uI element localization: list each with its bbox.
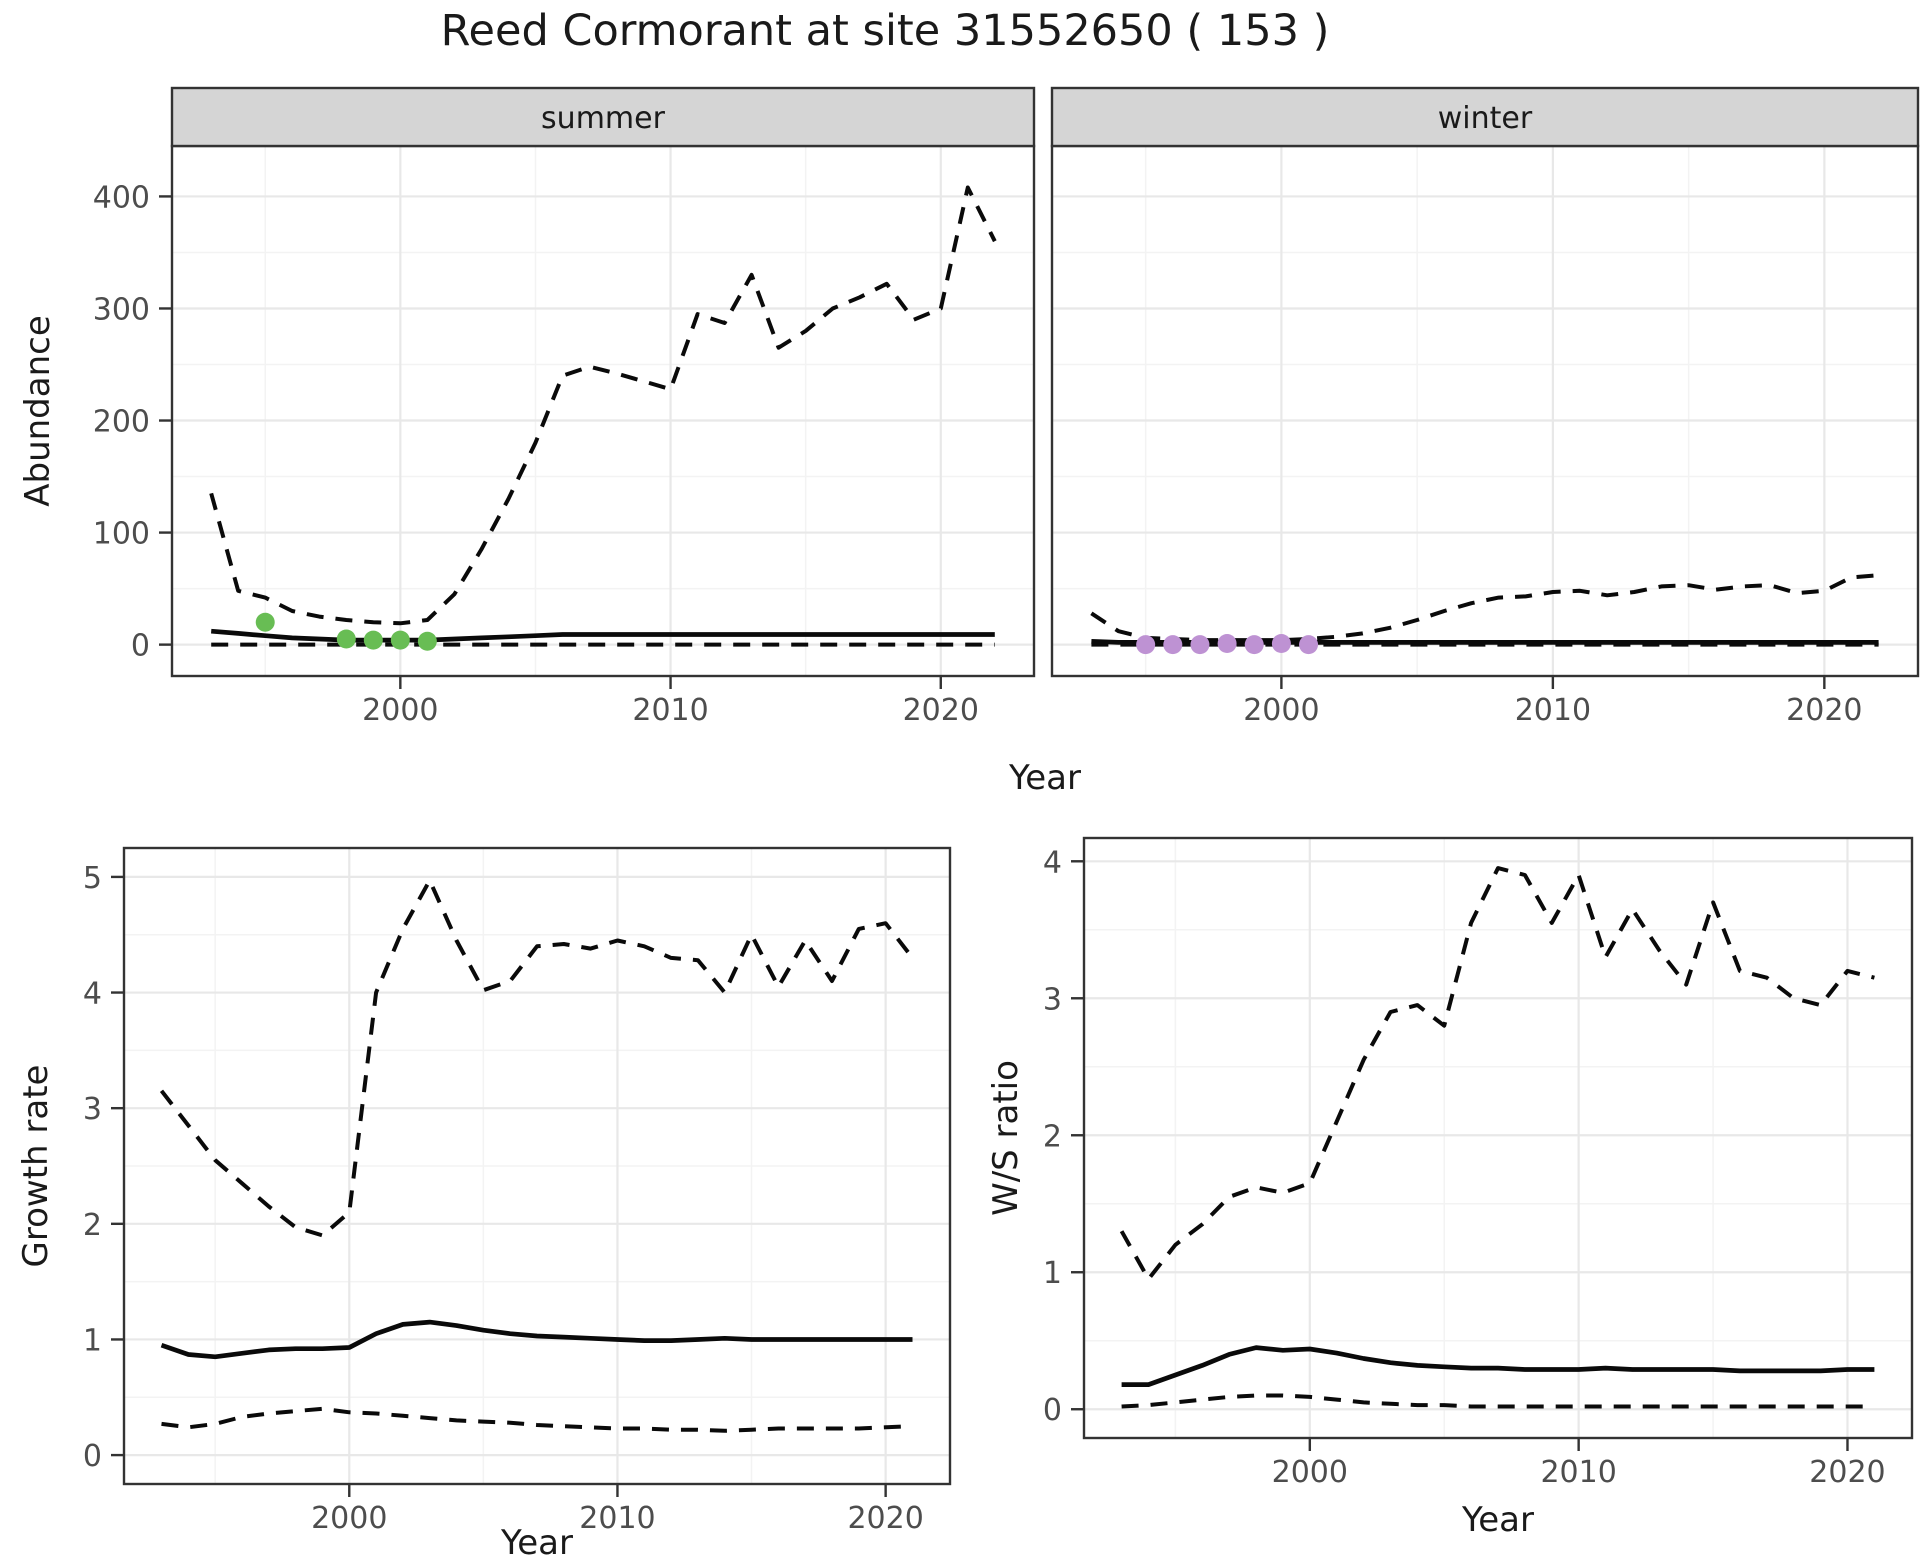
x-axis-title-ws-year: Year xyxy=(1462,1500,1534,1540)
x-tick-label: 2010 xyxy=(1515,693,1591,728)
y-tick-label: 2 xyxy=(1043,1119,1062,1154)
y-tick-label: 3 xyxy=(83,1092,102,1127)
observed-point xyxy=(255,612,275,632)
x-tick-label: 2020 xyxy=(903,693,979,728)
x-tick-label: 2000 xyxy=(362,693,438,728)
x-tick-label: 2010 xyxy=(632,693,708,728)
x-tick-label: 2010 xyxy=(1540,1455,1616,1490)
panel-background xyxy=(1084,838,1912,1438)
y-tick-label: 400 xyxy=(93,180,150,215)
panel-abundance_winter: winter 2000 2010 2020 xyxy=(1050,86,1920,728)
ws_ratio-lower-ci-line xyxy=(1121,1393,1875,1409)
y-tick-label: 4 xyxy=(1043,845,1062,880)
y-tick-label: 3 xyxy=(1043,982,1062,1017)
y-axis-title-ws-ratio: W/S ratio xyxy=(986,1060,1026,1216)
growth_rate-lower-ci-line xyxy=(161,1406,913,1433)
abundance_winter-median-line xyxy=(1091,638,1879,645)
abundance_winter-upper-ci-line xyxy=(1090,573,1879,643)
panel-abundance_summer: summer 2000 2010 2020 0 100 200 300 400 xyxy=(93,86,1036,728)
observed-point xyxy=(1163,635,1183,655)
y-tick-label: 4 xyxy=(83,977,102,1012)
observed-point xyxy=(363,630,383,650)
y-tick-label: 200 xyxy=(93,405,150,440)
growth_rate-upper-ci-line xyxy=(159,878,915,1238)
panel-ws_ratio: 2000 2010 2020 0 1 2 3 4 xyxy=(1043,836,1914,1490)
facet-strip-label: summer xyxy=(541,101,666,136)
observed-point xyxy=(1244,635,1264,655)
observed-point xyxy=(1271,634,1291,654)
panel-border xyxy=(122,846,952,1486)
observed-point xyxy=(1299,635,1319,655)
observed-point xyxy=(336,629,356,649)
y-tick-label: 0 xyxy=(1043,1393,1062,1428)
x-axis-title-growth-year: Year xyxy=(501,1523,573,1563)
observed-point xyxy=(1217,634,1237,654)
x-tick-label: 2000 xyxy=(1243,693,1319,728)
y-tick-label: 0 xyxy=(131,629,150,664)
panel-background xyxy=(172,146,1034,676)
observed-point xyxy=(390,630,410,650)
y-tick-label: 100 xyxy=(93,517,150,552)
facet-strip xyxy=(1050,86,1920,148)
x-tick-label: 2010 xyxy=(579,1501,655,1536)
plot-title: Reed Cormorant at site 31552650 ( 153 ) xyxy=(440,6,1330,56)
observed-point xyxy=(417,631,437,651)
x-tick-label: 2000 xyxy=(311,1501,387,1536)
panel-background xyxy=(1052,146,1918,676)
panel-border xyxy=(1082,836,1914,1440)
facet-strip xyxy=(170,86,1036,148)
x-axis-title-top-year: Year xyxy=(1009,758,1081,798)
y-tick-label: 5 xyxy=(83,861,102,896)
x-tick-label: 2020 xyxy=(1786,693,1862,728)
ws_ratio-upper-ci-line xyxy=(1119,866,1875,1282)
x-tick-label: 2020 xyxy=(1809,1455,1885,1490)
y-tick-label: 1 xyxy=(1043,1256,1062,1291)
growth_rate-median-line xyxy=(160,1319,913,1360)
x-tick-label: 2020 xyxy=(847,1501,923,1536)
y-axis-title-abundance: Abundance xyxy=(18,315,58,507)
abundance_summer-upper-ci-line xyxy=(209,185,997,626)
observed-counts-winter xyxy=(1136,634,1319,655)
y-tick-label: 300 xyxy=(93,292,150,327)
x-tick-label: 2000 xyxy=(1272,1455,1348,1490)
observed-point xyxy=(1190,635,1210,655)
panel-growth_rate: 2000 2010 2020 0 1 2 3 4 5 xyxy=(83,846,952,1536)
observed-counts-summer xyxy=(255,612,437,651)
y-tick-label: 1 xyxy=(83,1323,102,1358)
y-tick-label: 0 xyxy=(83,1439,102,1474)
y-axis-title-growth-rate: Growth rate xyxy=(16,1064,56,1268)
ws_ratio-median-line xyxy=(1121,1345,1875,1387)
observed-point xyxy=(1136,635,1156,655)
facet-strip-label: winter xyxy=(1438,101,1533,136)
y-tick-label: 2 xyxy=(83,1208,102,1243)
